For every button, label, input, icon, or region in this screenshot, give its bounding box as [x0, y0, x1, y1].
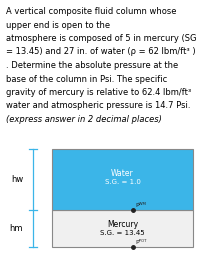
Text: gravity of mercury is relative to 62.4 lbm/ft³: gravity of mercury is relative to 62.4 l…	[6, 88, 191, 97]
Text: Pᴾᴼᵀ: Pᴾᴼᵀ	[136, 240, 147, 245]
Text: S.G. = 13.45: S.G. = 13.45	[100, 230, 145, 236]
Text: S.G. = 1.0: S.G. = 1.0	[105, 179, 140, 185]
Text: hm: hm	[10, 224, 23, 233]
Text: A vertical composite fluid column whose: A vertical composite fluid column whose	[6, 7, 177, 16]
Text: = 13.45) and 27 in. of water (ρ = 62 lbm/ft³ ): = 13.45) and 27 in. of water (ρ = 62 lbm…	[6, 48, 196, 57]
Bar	[52, 210, 193, 247]
Text: base of the column in Psi. The specific: base of the column in Psi. The specific	[6, 74, 167, 84]
Text: Pᵂᴹ: Pᵂᴹ	[136, 203, 146, 208]
Text: Mercury: Mercury	[107, 219, 138, 229]
Text: hw: hw	[11, 175, 23, 184]
Text: Water: Water	[111, 169, 134, 178]
Text: water and atmospheric pressure is 14.7 Psi.: water and atmospheric pressure is 14.7 P…	[6, 101, 190, 111]
Text: (express answer in 2 decimal places): (express answer in 2 decimal places)	[6, 115, 162, 124]
Text: atmosphere is composed of 5 in mercury (SG: atmosphere is composed of 5 in mercury (…	[6, 34, 196, 43]
Bar	[52, 149, 193, 210]
Text: . Determine the absolute pressure at the: . Determine the absolute pressure at the	[6, 61, 178, 70]
Text: upper end is open to the: upper end is open to the	[6, 21, 110, 29]
